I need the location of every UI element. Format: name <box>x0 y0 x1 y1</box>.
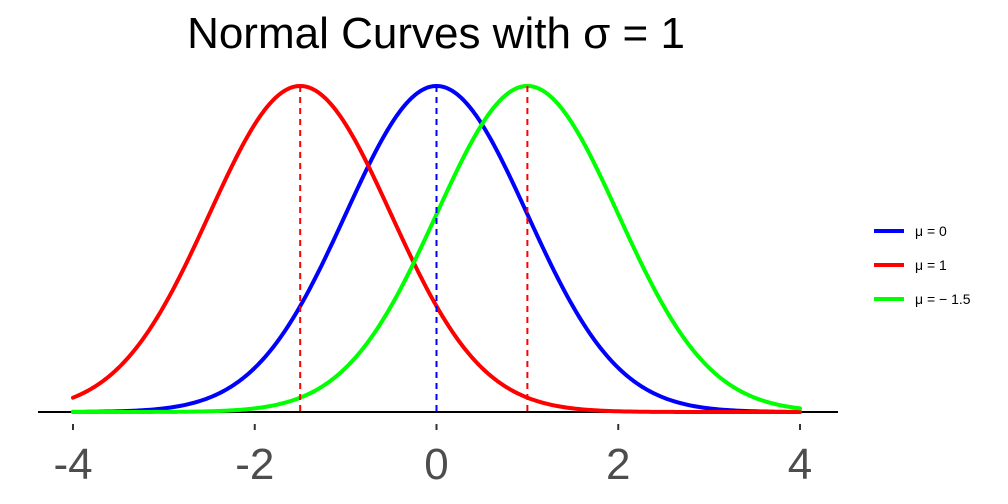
x-tick-label-1: -2 <box>235 440 274 489</box>
x-tick-label-0: -4 <box>53 440 92 489</box>
legend-label-2: μ = − 1.5 <box>915 291 971 307</box>
legend-label-0: μ = 0 <box>915 223 947 239</box>
legend: μ = 0 μ = 1 μ = − 1.5 <box>874 223 971 307</box>
x-tick-label-4: 4 <box>788 440 812 489</box>
chart-title: Normal Curves with σ = 1 <box>187 9 685 58</box>
plot-area: -4 -2 0 2 4 <box>38 83 838 489</box>
x-tick-label-3: 2 <box>606 440 630 489</box>
x-tick-label-2: 0 <box>424 440 448 489</box>
legend-label-1: μ = 1 <box>915 257 947 273</box>
series-line-2 <box>71 83 802 414</box>
